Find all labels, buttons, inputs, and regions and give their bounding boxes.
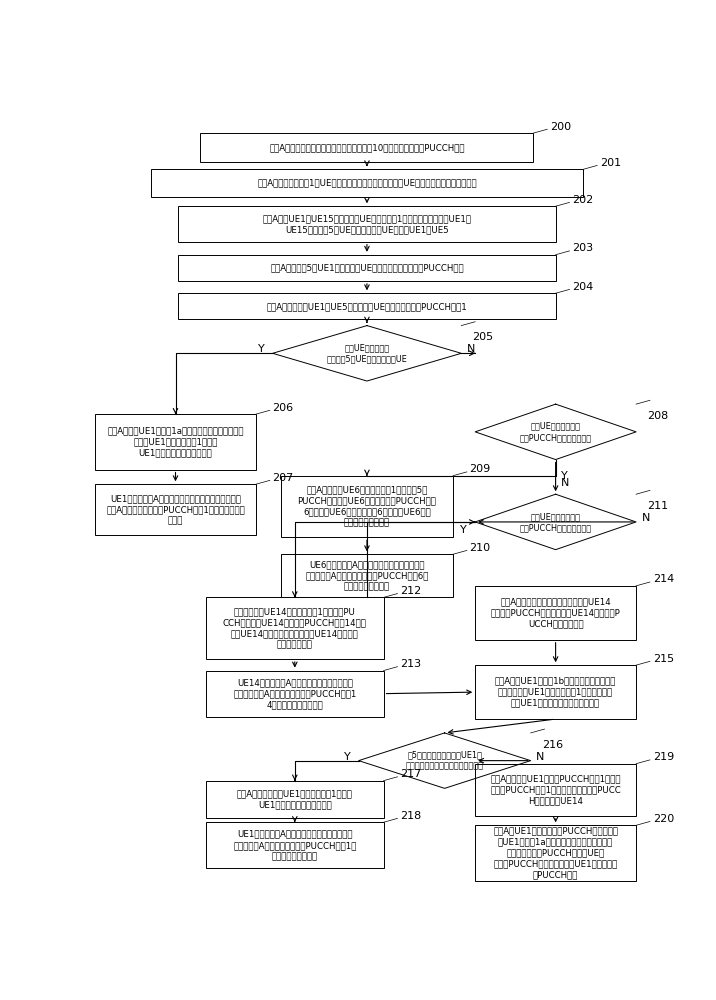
Text: 213: 213 <box>400 659 422 669</box>
Text: UE6接收到基站A发送的搜载波激活通知指令后
，利用基站A为自身配置的专用PUCCH资源6，
进行数据下载或上传: UE6接收到基站A发送的搜载波激活通知指令后 ，利用基站A为自身配置的专用PUC… <box>305 560 429 591</box>
Text: 基站A预先为自身管辖内的每一个小区均配置10个用于载波聚合的PUCCH资源: 基站A预先为自身管辖内的每一个小区均配置10个用于载波聚合的PUCCH资源 <box>269 143 465 152</box>
Text: N: N <box>561 478 569 488</box>
Text: 基站A直接基于UE6对应的主小区1中剩余的5个
PUCCH资源，为UE6配置一个专用PUCCH资源
6，并激活UE6对应的搜载波6，以及向UE6发送
搜载波激活: 基站A直接基于UE6对应的主小区1中剩余的5个 PUCCH资源，为UE6配置一个… <box>298 485 436 528</box>
FancyBboxPatch shape <box>178 255 556 281</box>
Text: 205: 205 <box>473 332 493 342</box>
Text: 基站A基于UE1－UE15中的每一个UE接入主小区1的先后时间顺序，从UE1－
UE15中筛选出5个UE，即筛选出的UE分别为UE1－UE5: 基站A基于UE1－UE15中的每一个UE接入主小区1的先后时间顺序，从UE1－ … <box>263 214 471 234</box>
Text: 208: 208 <box>647 411 669 421</box>
Text: UE1接收到基站A发送的搜载波激活通知指令后
，利用基站A为自身配置的专用PUCCH资源1，
进行数据下载或上传: UE1接收到基站A发送的搜载波激活通知指令后 ，利用基站A为自身配置的专用PUC… <box>233 830 357 861</box>
Text: 217: 217 <box>400 769 422 779</box>
Text: 基站A针对除上述UE1－UE5之外的其他UE，配置一个公用PUCCH资源1: 基站A针对除上述UE1－UE5之外的其他UE，配置一个公用PUCCH资源1 <box>266 302 468 311</box>
FancyBboxPatch shape <box>281 476 453 537</box>
Text: N: N <box>467 344 475 354</box>
FancyBboxPatch shape <box>475 764 636 816</box>
Text: 206: 206 <box>273 403 294 413</box>
Text: UE1接收到基站A发送的搜载波激活通知指令后，利用
基站A为自身配置的专用PUCCH资源1，进行数据下载
或上传: UE1接收到基站A发送的搜载波激活通知指令后，利用 基站A为自身配置的专用PUC… <box>106 494 245 525</box>
Text: 211: 211 <box>647 501 668 511</box>
Text: Y: Y <box>561 471 568 481</box>
FancyBboxPatch shape <box>95 414 256 470</box>
FancyBboxPatch shape <box>178 293 556 319</box>
Text: 210: 210 <box>470 543 490 553</box>
Text: 基站A为UE1配置一个公用PUCCH资源，在确
定UE1的业务1a满足预设的搜载波激活条件时
，采用上述公用PUCCH资源的UE配
置专用PUCCH资源的方法，: 基站A为UE1配置一个公用PUCCH资源，在确 定UE1的业务1a满足预设的搜载… <box>493 826 618 880</box>
FancyBboxPatch shape <box>475 586 636 640</box>
Text: 203: 203 <box>572 243 594 253</box>
FancyBboxPatch shape <box>281 554 453 597</box>
Text: 判断UE对应的主小区
中的PUCCH资源是否有剩余: 判断UE对应的主小区 中的PUCCH资源是否有剩余 <box>520 512 591 532</box>
Text: N: N <box>536 752 545 762</box>
FancyBboxPatch shape <box>178 206 556 242</box>
Text: 214: 214 <box>653 574 674 584</box>
FancyBboxPatch shape <box>95 484 256 535</box>
Text: 212: 212 <box>400 586 422 596</box>
FancyBboxPatch shape <box>206 671 384 717</box>
Text: 201: 201 <box>600 158 621 168</box>
Text: 220: 220 <box>653 814 674 824</box>
Text: 判断UE对应的主小区
中的PUCCH资源是否有剩余: 判断UE对应的主小区 中的PUCCH资源是否有剩余 <box>520 422 591 442</box>
Text: N: N <box>642 513 650 523</box>
Text: 216: 216 <box>542 740 563 750</box>
Text: Y: Y <box>344 752 350 762</box>
FancyBboxPatch shape <box>206 597 384 659</box>
FancyBboxPatch shape <box>150 169 584 197</box>
Text: 204: 204 <box>572 282 594 292</box>
FancyBboxPatch shape <box>200 133 533 162</box>
Text: 209: 209 <box>470 464 491 474</box>
Text: 218: 218 <box>400 811 422 821</box>
Text: 基站A确定UE1的业务1b满足预设的搜载波去激
活条件时，对UE1对应的搜载波1进行去激活，
并向UE1发送搜载波去激活通知指令: 基站A确定UE1的业务1b满足预设的搜载波去激 活条件时，对UE1对应的搜载波1… <box>495 677 616 708</box>
Text: 基站A指示接入主小区1的UE执行搜载波测量，并确定每一个UE测量获得的搜载波信号强度: 基站A指示接入主小区1的UE执行搜载波测量，并确定每一个UE测量获得的搜载波信号… <box>257 179 477 188</box>
Text: 判断UE是否为上述
筛选出的5个UE中的任何一个UE: 判断UE是否为上述 筛选出的5个UE中的任何一个UE <box>326 343 407 363</box>
Text: 215: 215 <box>653 654 674 664</box>
Text: 207: 207 <box>273 473 294 483</box>
Text: 基站A针对上述5个UE1中的每一个UE，分别配置相应的专用PUCCH资源: 基站A针对上述5个UE1中的每一个UE，分别配置相应的专用PUCCH资源 <box>270 263 464 272</box>
Text: UE14接收到基站A发送的搜载波激活通知指令
后，利用基站A为自身配置的专用PUCCH资源1
4，进行数据下载或上传: UE14接收到基站A发送的搜载波激活通知指令 后，利用基站A为自身配置的专用PU… <box>233 678 357 709</box>
FancyBboxPatch shape <box>475 665 636 719</box>
Text: Y: Y <box>460 525 467 535</box>
Text: 基站A直接回收UE1的专用PUCCH资源1，并将
回收的PUCCH资源1配置给上述配置专用PUCC
H资源失败的UE14: 基站A直接回收UE1的专用PUCCH资源1，并将 回收的PUCCH资源1配置给上… <box>490 774 621 806</box>
Text: 202: 202 <box>572 195 594 205</box>
FancyBboxPatch shape <box>206 781 384 818</box>
Text: 基站A在确定UE1的业务1a满足搜载波激活条件后、直
接激活UE1对应的搜载波1，并向
UE1发送搜载波激活通知指令: 基站A在确定UE1的业务1a满足搜载波激活条件后、直 接激活UE1对应的搜载波1… <box>107 426 243 457</box>
FancyBboxPatch shape <box>475 825 636 881</box>
Text: 基站直接基于UE14对应的主小区1中剩余的PU
CCH资源，为UE14配置专用PUCCH资源14，并
激活UE14对应的搜载波，以及向UE14发送搜载
波激活通: 基站直接基于UE14对应的主小区1中剩余的PU CCH资源，为UE14配置专用P… <box>223 607 367 649</box>
Text: 基站A到达下一个配置周期时，再次为UE14
配置专用PUCCH资源，直到为UE14配置专用P
UCCH资源成功为止: 基站A到达下一个配置周期时，再次为UE14 配置专用PUCCH资源，直到为UE1… <box>490 597 621 628</box>
Text: 在5个预设的配置周期，UE1的
业务是否满足预设的搜载波激活条件: 在5个预设的配置周期，UE1的 业务是否满足预设的搜载波激活条件 <box>406 751 483 771</box>
Text: 基站A直接重新激活UE1对应的搜载波1，并向
UE1发送搜载波激活通知指令: 基站A直接重新激活UE1对应的搜载波1，并向 UE1发送搜载波激活通知指令 <box>237 789 353 809</box>
FancyBboxPatch shape <box>206 822 384 868</box>
Text: 219: 219 <box>653 752 674 762</box>
Text: 200: 200 <box>550 122 571 132</box>
Text: Y: Y <box>258 344 264 354</box>
